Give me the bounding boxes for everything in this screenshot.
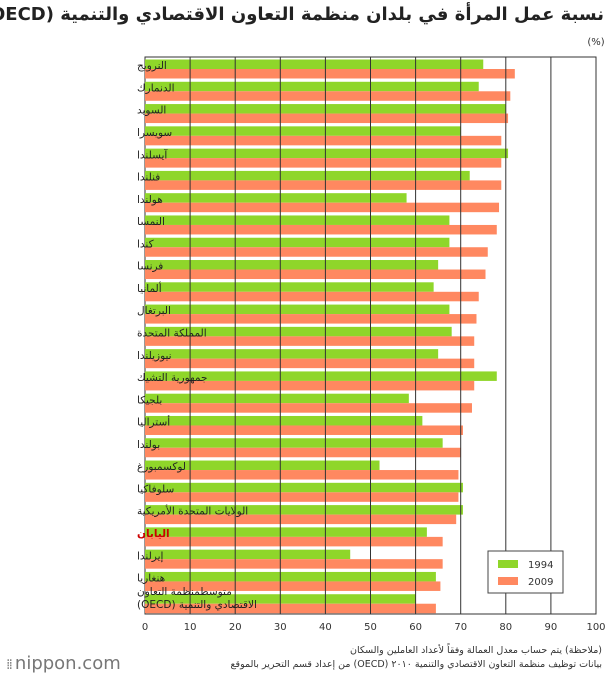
category-label: اليابان [137,528,170,540]
category-label: بولندا [137,439,160,451]
logo-mark-icon: ⁞⁞ [6,657,13,673]
bar-1994 [145,349,439,359]
bar-1994 [145,438,443,448]
bar-2009 [145,581,441,591]
category-label: النرويج [137,60,167,72]
bar-1994 [145,505,463,515]
x-tick-label: 100 [586,622,605,633]
bar-1994 [145,415,423,426]
category-label: المملكة المتحدة [137,328,207,340]
bar-1994 [145,260,439,270]
legend-label-2009: 2009 [528,577,553,588]
bar-2009 [145,69,515,79]
x-tick-label: 80 [499,622,512,633]
note-line: (ملاحظة) يتم حساب معدل العمالة وفقاً لأع… [350,645,602,656]
bar-1994 [145,571,436,582]
category-label: هولندا [137,194,163,206]
bar-1994 [145,282,434,292]
source-line: بيانات توظيف منظمة التعاون الاقتصادي وال… [230,659,603,670]
category-label: فنلندا [137,172,160,184]
category-label: متوسطمنظمة التعاون [137,586,232,598]
category-label: كندا [137,238,154,250]
category-label: سلوفاكيا [137,483,174,495]
bar-2009 [145,135,502,146]
bar-2009 [145,380,475,391]
bar-2009 [145,247,488,257]
category-label: فرنسا [137,261,163,273]
x-tick-label: 90 [545,622,558,633]
x-tick-label: 60 [409,622,422,633]
bar-2009 [145,358,475,369]
bar-1994 [145,482,463,493]
bar-1994 [145,59,484,69]
bar-chart: 0 10 20 30 40 50 60 70 80 90 100 (%) النرويج الدنمارك… [137,37,606,633]
logo-text: nippon.com [14,653,121,674]
chart-title: نسبة عمل المرأة في بلدان منظمة التعاون ا… [0,4,604,25]
category-label: ألمانيا [137,281,162,295]
bar-2009 [145,91,511,101]
nippon-logo: ⁞⁞ nippon.com [6,653,121,674]
bar-1994 [145,126,461,136]
x-tick-label: 10 [184,622,197,633]
x-tick-label: 0 [142,622,148,633]
bar-2009 [145,291,479,302]
category-label: هنغاريا [137,573,165,585]
bar-1994 [145,170,470,181]
legend-swatch-2009 [498,577,518,585]
category-label: لوكسمبورغ [137,461,186,473]
unit-label: (%) [587,37,604,48]
bar-1994 [145,326,452,337]
bar-1994 [145,237,450,248]
x-tick-label: 70 [454,622,467,633]
bar-1994 [145,81,479,92]
bar-2009 [145,470,459,480]
x-tick-label: 50 [364,622,377,633]
bar-2009 [145,336,475,346]
bar-2009 [145,269,486,280]
bar-1994 [145,193,407,203]
x-tick-label: 30 [274,622,287,633]
legend-label-1994: 1994 [528,560,553,571]
category-label: إيرلندا [137,550,164,562]
bar-1994 [145,549,351,560]
bar-2009 [145,603,436,614]
category-label: الولايات المتحدة الأمريكية [137,505,248,518]
bar-2009 [145,492,459,502]
bar-2009 [145,514,457,525]
category-label: نيوزيلندا [137,350,172,362]
bar-1994 [145,371,497,381]
bar-2009 [145,224,497,235]
category-label: السويد [137,105,166,117]
x-tick-label: 20 [229,622,242,633]
category-label: أستراليا [137,415,170,429]
bar-1994 [145,215,450,225]
bar-1994 [145,460,380,471]
legend-swatch-1994 [498,560,518,568]
bar-2009 [145,425,463,435]
category-label: بلجيكا [137,394,162,406]
bar-2009 [145,202,500,213]
category-label: النمسا [137,216,165,228]
bar-2009 [145,536,443,547]
bar-2009 [145,559,443,569]
bar-2009 [145,314,477,324]
x-tick-label: 40 [319,622,332,633]
category-label: الدنمارك [137,82,175,94]
chart-notes: (ملاحظة) يتم حساب معدل العمالة وفقاً لأع… [162,644,603,672]
bar-1994 [145,148,509,159]
bar-1994 [145,527,427,537]
bar-1994 [145,393,409,404]
bar-2009 [145,403,472,413]
bar-1994 [145,304,450,315]
bar-2009 [145,180,502,190]
category-label: الاقتصادي والتنمية (OECD) [137,599,257,611]
bar-2009 [145,447,461,458]
category-label: آيسلندا [137,148,168,161]
category-label: البرتغال [137,305,171,317]
category-label: سويسرا [137,127,172,139]
bar-2009 [145,113,509,124]
legend-box [487,550,564,594]
category-label: جمهورية التشيك [137,372,207,384]
bar-2009 [145,158,502,168]
